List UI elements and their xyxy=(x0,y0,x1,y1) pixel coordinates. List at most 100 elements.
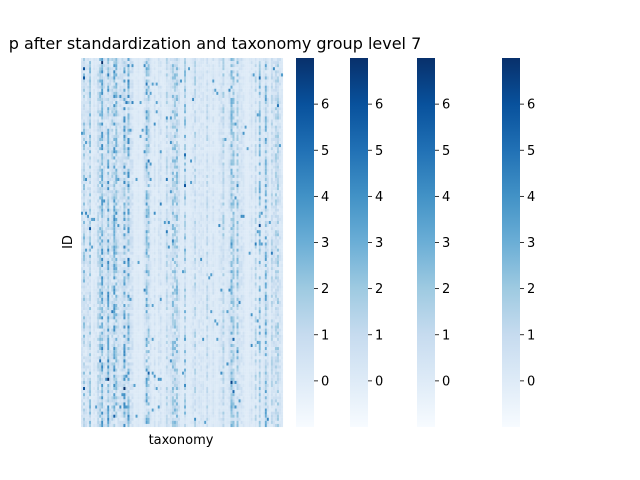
heatmap-cell xyxy=(234,147,237,151)
heatmap-cell xyxy=(202,159,205,163)
heatmap-cell xyxy=(186,137,189,142)
heatmap-cell xyxy=(123,181,126,185)
heatmap-cell xyxy=(224,150,227,154)
heatmap-cell xyxy=(268,97,271,102)
heatmap-cell xyxy=(244,67,247,71)
heatmap-cell xyxy=(232,137,235,142)
heatmap-cell xyxy=(133,131,136,135)
heatmap-cell xyxy=(113,156,116,160)
heatmap-cell xyxy=(190,153,193,157)
heatmap-cell xyxy=(214,64,217,68)
heatmap-cell xyxy=(117,174,120,178)
heatmap-cell xyxy=(230,131,233,135)
heatmap-cell xyxy=(151,156,154,160)
heatmap-cell xyxy=(230,82,233,86)
heatmap-cell xyxy=(147,122,150,126)
heatmap-cell xyxy=(188,125,191,129)
heatmap-cell xyxy=(274,73,277,77)
heatmap-cell xyxy=(125,88,128,92)
heatmap-cell xyxy=(240,193,243,197)
heatmap-cell xyxy=(99,97,102,102)
heatmap-cell xyxy=(85,141,88,145)
heatmap-cell xyxy=(161,168,164,172)
heatmap-cell xyxy=(268,174,271,178)
heatmap-cell xyxy=(238,82,241,86)
heatmap-cell xyxy=(262,110,265,114)
heatmap-cell xyxy=(135,184,138,188)
heatmap-cell xyxy=(190,156,193,160)
heatmap-cell xyxy=(131,94,134,99)
heatmap-cell xyxy=(101,202,104,206)
heatmap-cell xyxy=(268,116,271,120)
heatmap-cell xyxy=(244,171,247,175)
heatmap-cell xyxy=(204,147,207,151)
heatmap-cell xyxy=(232,94,235,99)
heatmap-cell xyxy=(123,101,126,105)
heatmap-cell xyxy=(93,94,96,99)
heatmap-cell xyxy=(147,64,150,68)
heatmap-cell xyxy=(230,107,233,111)
heatmap-cell xyxy=(117,141,120,145)
heatmap-cell xyxy=(141,97,144,102)
heatmap-cell xyxy=(188,205,191,209)
heatmap-cell xyxy=(123,82,126,86)
heatmap-cell xyxy=(117,165,120,169)
heatmap-cell xyxy=(101,144,104,148)
heatmap-cell xyxy=(218,128,221,132)
heatmap-cell xyxy=(204,82,207,86)
heatmap-cell xyxy=(159,181,162,185)
heatmap-cell xyxy=(280,153,284,157)
heatmap-cell xyxy=(270,202,273,206)
heatmap-cell xyxy=(179,199,183,203)
heatmap-cell xyxy=(153,181,156,185)
heatmap-cell xyxy=(91,196,94,200)
heatmap-cell xyxy=(276,110,280,114)
heatmap-cell xyxy=(99,116,102,120)
heatmap-cell xyxy=(105,202,108,206)
heatmap-cell xyxy=(159,137,162,142)
heatmap-cell xyxy=(179,156,183,160)
heatmap-cell xyxy=(210,165,213,169)
heatmap-cell xyxy=(133,196,136,200)
heatmap-cell xyxy=(93,85,96,89)
heatmap-cell xyxy=(135,144,138,148)
heatmap-cell xyxy=(204,171,207,175)
heatmap-cell xyxy=(143,128,146,132)
heatmap-cell xyxy=(85,67,88,71)
heatmap-cell xyxy=(81,107,84,111)
heatmap-cell xyxy=(194,125,197,129)
heatmap-cell xyxy=(270,125,273,129)
heatmap-cell xyxy=(210,88,213,92)
heatmap-cell xyxy=(123,171,126,175)
heatmap-cell xyxy=(139,190,142,194)
heatmap-cell xyxy=(208,137,211,142)
heatmap-cell xyxy=(256,162,259,166)
heatmap-cell xyxy=(262,174,265,178)
heatmap-cell xyxy=(236,94,239,99)
heatmap-cell xyxy=(161,125,164,129)
heatmap-cell xyxy=(171,122,174,126)
heatmap-cell xyxy=(266,187,269,191)
heatmap-cell xyxy=(192,205,195,209)
heatmap-cell xyxy=(87,85,90,89)
heatmap-cell xyxy=(202,64,205,68)
heatmap-cell xyxy=(95,190,98,194)
heatmap-cell xyxy=(93,82,96,86)
heatmap-cell xyxy=(244,82,247,86)
heatmap-cell xyxy=(190,107,193,111)
heatmap-cell xyxy=(260,101,263,105)
heatmap-cell xyxy=(226,202,229,206)
heatmap-cell xyxy=(165,113,168,117)
heatmap-cell xyxy=(97,97,100,102)
heatmap-cell xyxy=(252,61,255,65)
heatmap-cell xyxy=(260,79,263,83)
heatmap-cell xyxy=(105,67,108,71)
heatmap-cell xyxy=(224,168,227,172)
heatmap-cell xyxy=(270,94,273,99)
heatmap-cell xyxy=(216,208,219,212)
heatmap-cell xyxy=(173,97,176,102)
heatmap-cell xyxy=(125,171,128,175)
heatmap-cell xyxy=(121,91,124,95)
heatmap-cell xyxy=(143,85,146,89)
heatmap-cell xyxy=(280,122,284,126)
